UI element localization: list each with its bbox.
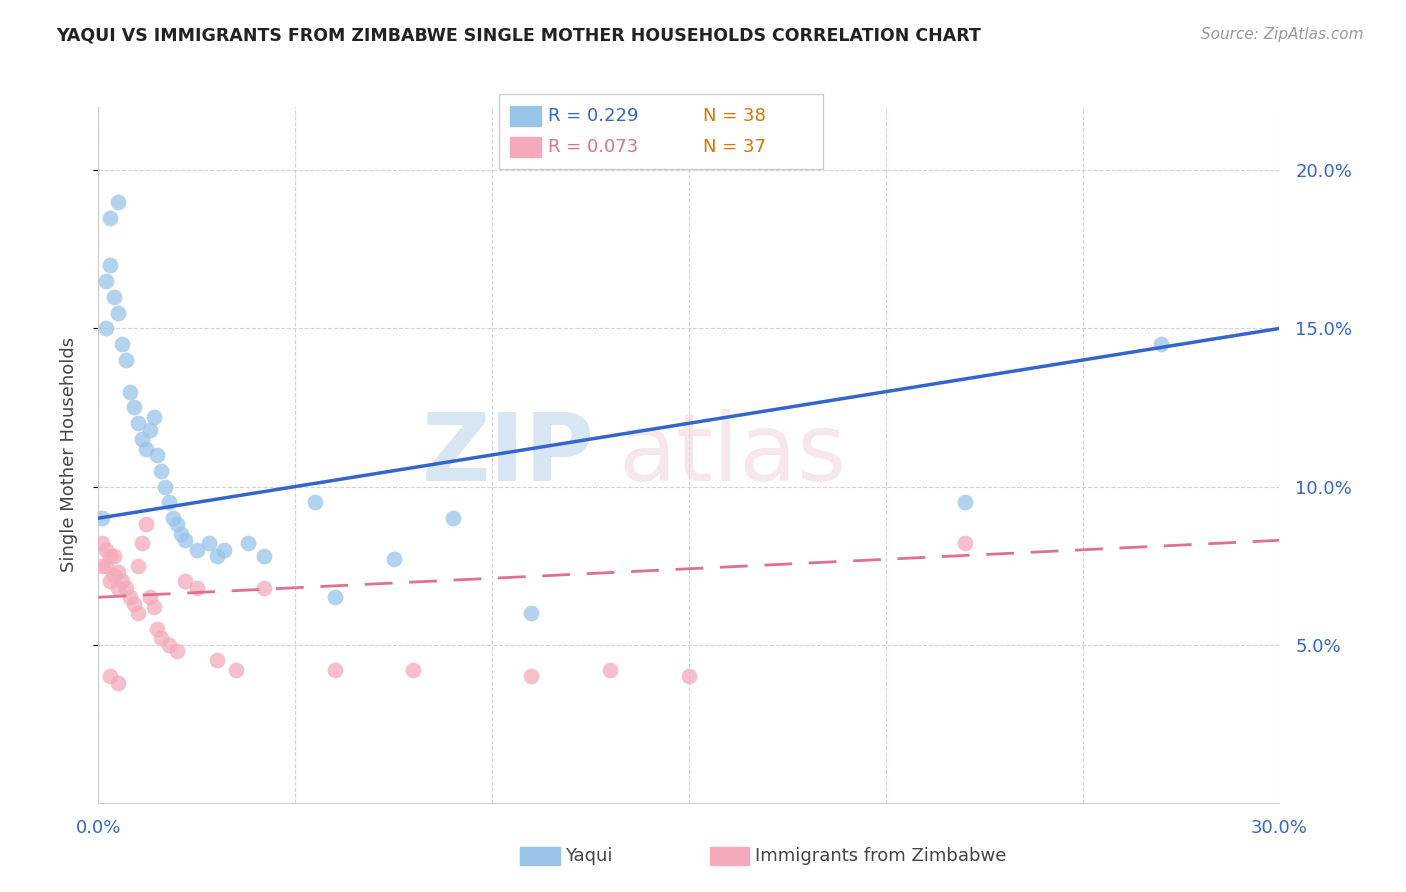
Point — [98, 574, 121, 589]
Point — [236, 536, 259, 550]
Point — [96, 558, 118, 573]
Point — [96, 321, 118, 335]
Point — [107, 581, 129, 595]
Point — [166, 644, 188, 658]
Point — [953, 536, 976, 550]
Point — [127, 606, 149, 620]
Point — [131, 536, 153, 550]
Point — [186, 581, 208, 595]
Point — [98, 669, 121, 683]
Text: ZIP: ZIP — [422, 409, 595, 501]
Point — [96, 542, 118, 557]
Point — [142, 409, 165, 424]
Point — [166, 517, 188, 532]
Point — [441, 511, 464, 525]
Point — [253, 581, 276, 595]
Text: YAQUI VS IMMIGRANTS FROM ZIMBABWE SINGLE MOTHER HOUSEHOLDS CORRELATION CHART: YAQUI VS IMMIGRANTS FROM ZIMBABWE SINGLE… — [56, 27, 981, 45]
Point — [118, 384, 141, 399]
Point — [107, 675, 129, 690]
Point — [111, 337, 134, 351]
Point — [157, 495, 180, 509]
Point — [98, 549, 121, 563]
Point — [91, 536, 114, 550]
Point — [138, 591, 160, 605]
Point — [304, 495, 326, 509]
Point — [253, 549, 276, 563]
Point — [1150, 337, 1173, 351]
Point — [197, 536, 219, 550]
Point — [98, 258, 121, 272]
Point — [520, 606, 543, 620]
Point — [174, 533, 197, 548]
Point — [599, 663, 621, 677]
Text: atlas: atlas — [619, 409, 846, 501]
Point — [155, 479, 177, 493]
Point — [323, 663, 346, 677]
Text: N = 37: N = 37 — [703, 138, 766, 156]
Text: Immigrants from Zimbabwe: Immigrants from Zimbabwe — [755, 847, 1007, 865]
Point — [103, 549, 125, 563]
Point — [115, 353, 138, 368]
Point — [150, 632, 173, 646]
Point — [214, 542, 236, 557]
Point — [174, 574, 197, 589]
Y-axis label: Single Mother Households: Single Mother Households — [59, 337, 77, 573]
Point — [127, 558, 149, 573]
Point — [107, 305, 129, 319]
Point — [142, 599, 165, 614]
Point — [91, 511, 114, 525]
Text: Yaqui: Yaqui — [565, 847, 613, 865]
Point — [146, 622, 169, 636]
Point — [118, 591, 141, 605]
Text: R = 0.229: R = 0.229 — [548, 107, 638, 125]
Point — [103, 568, 125, 582]
Point — [205, 549, 228, 563]
Point — [402, 663, 425, 677]
Point — [520, 669, 543, 683]
Point — [186, 542, 208, 557]
Text: R = 0.073: R = 0.073 — [548, 138, 638, 156]
Text: N = 38: N = 38 — [703, 107, 766, 125]
Point — [135, 517, 157, 532]
Point — [162, 511, 184, 525]
Point — [146, 448, 169, 462]
Point — [107, 565, 129, 579]
Point — [96, 274, 118, 288]
Point — [122, 401, 145, 415]
Point — [127, 417, 149, 431]
Point — [205, 653, 228, 667]
Point — [138, 423, 160, 437]
Point — [323, 591, 346, 605]
Point — [122, 597, 145, 611]
Point — [150, 464, 173, 478]
Point — [953, 495, 976, 509]
Point — [111, 574, 134, 589]
Point — [91, 558, 114, 573]
Text: Source: ZipAtlas.com: Source: ZipAtlas.com — [1201, 27, 1364, 42]
Point — [131, 432, 153, 446]
Point — [135, 442, 157, 456]
Point — [107, 194, 129, 209]
Point — [382, 552, 405, 566]
Point — [678, 669, 700, 683]
Point — [170, 527, 193, 541]
Point — [98, 211, 121, 225]
Point — [103, 290, 125, 304]
Point — [225, 663, 247, 677]
Point — [157, 638, 180, 652]
Point — [115, 581, 138, 595]
